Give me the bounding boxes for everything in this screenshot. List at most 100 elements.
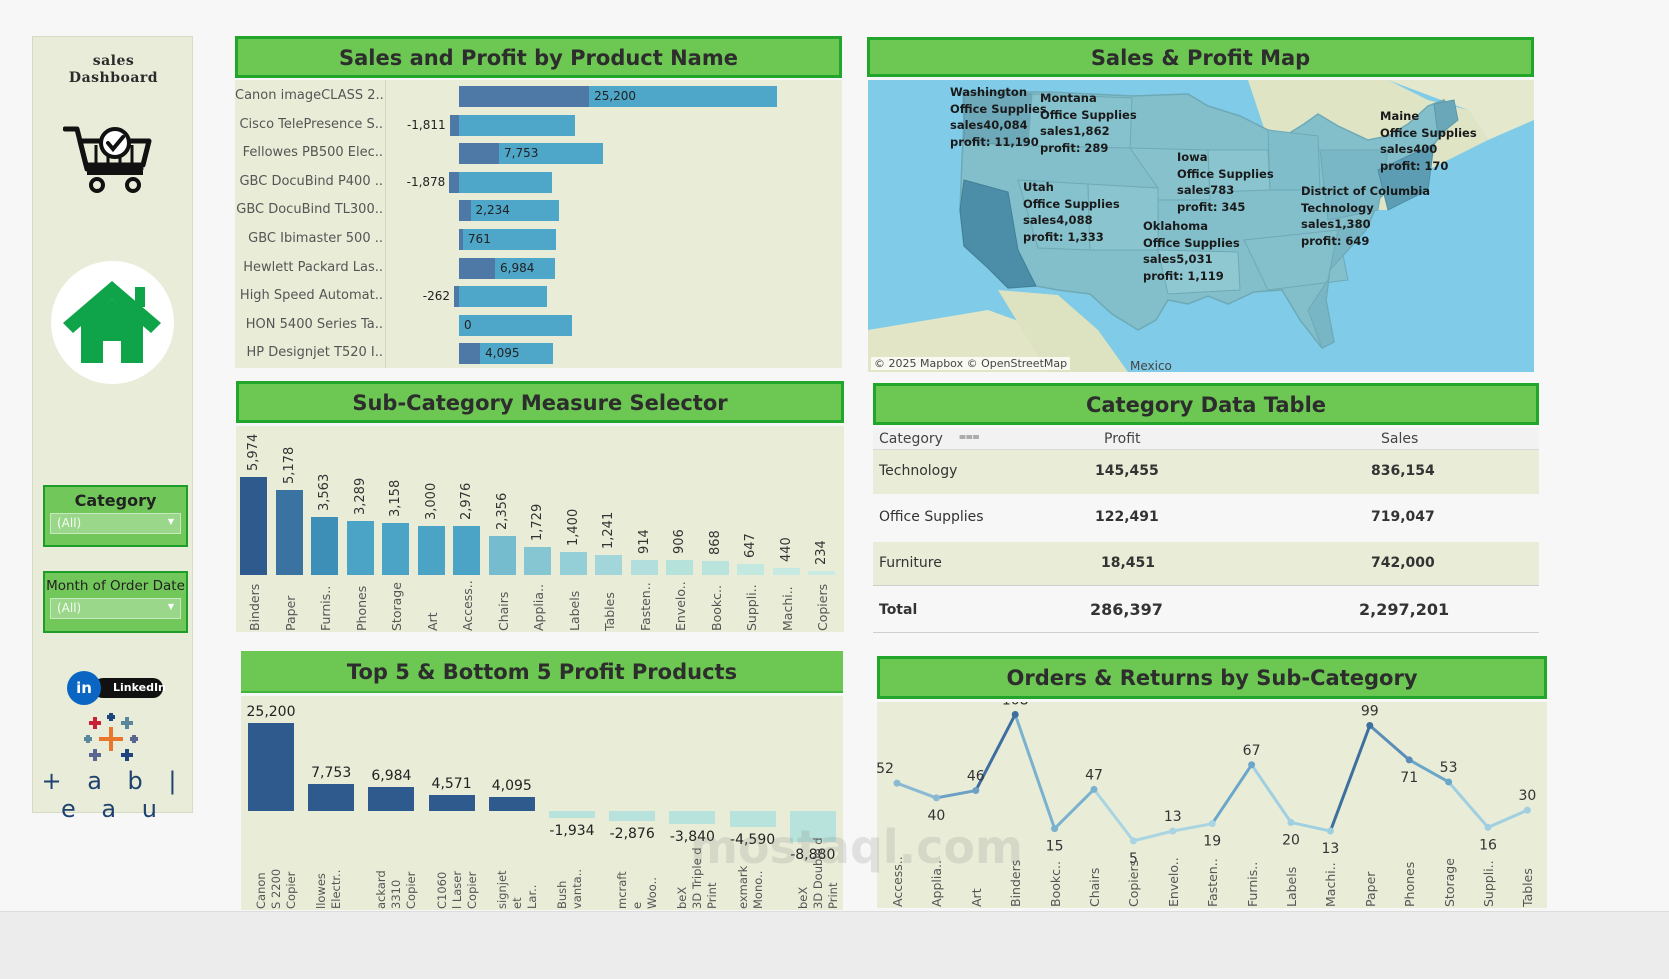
profit-bar xyxy=(459,86,590,107)
top-bottom-bar xyxy=(488,796,535,811)
subcategory-value: 3,289 xyxy=(352,477,368,516)
map-label-dc: District of Columbia Technology sales1,380… xyxy=(1301,184,1431,248)
orders-axis-label: Bookc.. xyxy=(1047,861,1063,907)
table-row: Office Supplies 122,491 719,047 xyxy=(873,494,1539,542)
linkedin-label: LinkedIn xyxy=(93,678,166,698)
top-bottom-value: 4,095 xyxy=(491,777,532,794)
orders-value-label: 20 xyxy=(1282,832,1300,848)
orders-point[interactable] xyxy=(1011,710,1019,718)
top-bottom-bar xyxy=(669,811,716,825)
orders-value-label: 46 xyxy=(967,769,985,785)
table-header-sales[interactable]: Sales xyxy=(1381,431,1419,447)
top-bottom-axis-label: Copier xyxy=(464,871,479,909)
orders-point[interactable] xyxy=(1169,827,1177,835)
table-cell-profit: 122,491 xyxy=(1095,509,1159,525)
subcategory-bar xyxy=(559,552,587,575)
orders-point[interactable] xyxy=(1484,823,1492,831)
orders-returns-line-chart: 52 40 46 108 15 47 5 13 19 67 20 13 99 71 53 16 30 xyxy=(877,702,1536,867)
subcategory-value: 2,356 xyxy=(494,493,510,531)
top-bottom-axis-label: C1060 xyxy=(434,871,449,909)
orders-value-label: 99 xyxy=(1361,704,1379,720)
profit-value: 4,095 xyxy=(485,346,520,361)
orders-axis-label: Copiers xyxy=(1126,859,1142,907)
orders-value-label: 13 xyxy=(1321,841,1339,857)
orders-line-segment xyxy=(1133,829,1174,843)
orders-point[interactable] xyxy=(1208,820,1216,828)
subcategory-value: 906 xyxy=(672,529,687,555)
top-bottom-axis-label: Print xyxy=(705,882,720,909)
sales-profit-map[interactable]: Washington Office Supplies sales40,084 prof… xyxy=(868,80,1534,372)
top-bottom-value: 6,984 xyxy=(371,767,412,784)
subcategory-bar xyxy=(488,536,516,575)
map-label-iowa: Iowa Office Supplies sales783 profit: 345 xyxy=(1177,150,1274,214)
table-header-profit[interactable]: Profit xyxy=(1104,431,1141,447)
orders-point[interactable] xyxy=(1445,778,1453,786)
month-filter-dropdown[interactable]: (All) ▼ xyxy=(50,598,181,619)
orders-point[interactable] xyxy=(893,779,901,787)
sales-bar xyxy=(459,171,552,193)
category-filter-dropdown[interactable]: (All) ▼ xyxy=(50,513,181,534)
orders-axis-label: Storage xyxy=(1441,858,1457,907)
subcategory-value: 2,976 xyxy=(459,482,474,521)
map-credit[interactable]: © 2025 Mapbox © OpenStreetMap xyxy=(871,357,1071,370)
orders-axis-label: Art xyxy=(968,888,984,907)
top-bottom-axis-label: S 2200 xyxy=(269,868,283,909)
top-bottom-axis-label: Electr.. xyxy=(329,869,344,909)
orders-point[interactable] xyxy=(1287,818,1295,826)
orders-point[interactable] xyxy=(932,794,940,802)
orders-line-segment xyxy=(974,713,1017,792)
subcategory-value: 1,729 xyxy=(530,503,545,541)
table-total-sales: 2,297,201 xyxy=(1359,600,1450,619)
table-cell-category: Office Supplies xyxy=(879,509,984,525)
orders-axis-label: Phones xyxy=(1402,861,1418,907)
subcategory-value: 1,400 xyxy=(565,508,581,547)
top-bottom-bar xyxy=(308,783,355,811)
orders-point[interactable] xyxy=(972,787,980,795)
top-bottom-value: -4,590 xyxy=(730,832,776,849)
profit-value: 25,200 xyxy=(594,89,637,103)
top-bottom-axis-label: beX xyxy=(795,886,810,909)
orders-point[interactable] xyxy=(1523,806,1531,814)
orders-point[interactable] xyxy=(1051,825,1059,833)
subcategory-axis-label: Fasten.. xyxy=(637,582,653,631)
orders-line-segment xyxy=(1210,763,1253,825)
orders-axis-label: Paper xyxy=(1362,871,1378,907)
sort-icon[interactable]: ⩶ xyxy=(959,429,980,443)
table-total-label: Total xyxy=(879,602,918,618)
subcategory-value: 5,178 xyxy=(281,446,297,485)
month-filter[interactable]: Month of Order Date (All) ▼ xyxy=(43,571,188,633)
top-bottom-axis-label: llowes xyxy=(314,873,329,909)
linkedin-link[interactable]: LinkedIn in xyxy=(67,671,166,705)
orders-point[interactable] xyxy=(1248,761,1256,769)
subcategory-axis-label: Paper xyxy=(282,595,298,631)
orders-value-label: 30 xyxy=(1518,788,1536,804)
subcategory-bar xyxy=(240,477,267,575)
subcategory-value: 234 xyxy=(814,540,829,566)
tableau-logo-icon[interactable] xyxy=(83,713,139,769)
profit-bar xyxy=(459,257,496,279)
orders-value-label: 47 xyxy=(1085,767,1103,783)
category-filter-label: Category xyxy=(74,491,157,510)
subcategory-bar xyxy=(453,526,480,575)
orders-point[interactable] xyxy=(1366,722,1374,729)
shopping-cart-icon[interactable] xyxy=(62,123,153,201)
top-bottom-axis-label: signjet xyxy=(494,870,509,909)
orders-point[interactable] xyxy=(1326,827,1334,835)
product-label: Cisco TelePresence S.. xyxy=(239,116,383,132)
top-bottom-axis-label: Lar.. xyxy=(524,884,539,909)
subcategory-axis-label: Access.. xyxy=(460,580,475,631)
orders-axis-label: Fasten.. xyxy=(1205,858,1221,907)
home-button[interactable] xyxy=(51,261,174,384)
top-bottom-bar xyxy=(248,723,294,811)
orders-point[interactable] xyxy=(1129,837,1137,845)
orders-point[interactable] xyxy=(1090,785,1098,793)
orders-point[interactable] xyxy=(1405,756,1413,764)
watermark: mostaql.com xyxy=(690,820,1023,874)
table-header-category[interactable]: Category xyxy=(879,431,943,447)
profit-value: -262 xyxy=(422,289,450,304)
orders-axis-label: Suppli.. xyxy=(1481,860,1496,907)
category-filter[interactable]: Category (All) ▼ xyxy=(43,485,188,547)
orders-line-segment xyxy=(936,789,977,800)
orders-value-label: 13 xyxy=(1164,809,1182,825)
subcategory-axis-label: Suppli.. xyxy=(744,584,759,631)
